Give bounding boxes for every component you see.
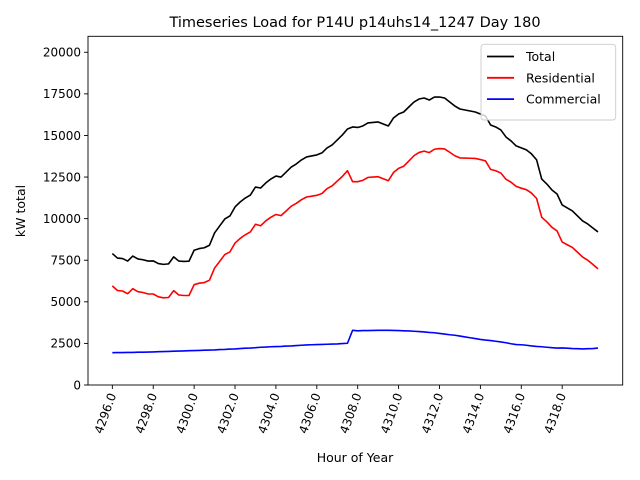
y-tick-label: 17500 <box>43 87 81 101</box>
y-tick-label: 12500 <box>43 170 81 184</box>
y-tick-label: 10000 <box>43 212 81 226</box>
y-tick-label: 15000 <box>43 129 81 143</box>
legend: Total Residential Commercial <box>480 43 617 121</box>
x-tick-label: 4314.0 <box>460 391 488 435</box>
y-tick-label: 7500 <box>50 254 81 268</box>
legend-label: Residential <box>526 70 595 85</box>
y-axis-label: kW total <box>13 185 28 237</box>
x-axis-label: Hour of Year <box>317 450 394 465</box>
series-line-total <box>111 96 599 266</box>
x-tick-label: 4296.0 <box>92 391 120 435</box>
y-tick-label: 2500 <box>50 337 81 351</box>
y-tick-label: 20000 <box>43 46 81 60</box>
x-tick-label: 4300.0 <box>173 391 201 435</box>
series-line-commercial <box>112 329 599 354</box>
legend-box <box>480 43 617 121</box>
x-tick-label: 4304.0 <box>255 391 283 435</box>
legend-label: Total <box>525 49 555 64</box>
series-line-residential <box>111 147 599 299</box>
axes-frame <box>87 35 624 386</box>
x-tick-label: 4308.0 <box>337 391 365 435</box>
y-tick-label: 5000 <box>50 295 81 309</box>
x-tick-label: 4312.0 <box>419 391 447 435</box>
x-tick-label: 4310.0 <box>378 391 406 435</box>
x-tick-label: 4298.0 <box>133 391 161 435</box>
plot-area <box>111 96 599 354</box>
x-tick-label: 4306.0 <box>296 391 324 435</box>
x-tick-label: 4318.0 <box>541 391 569 435</box>
y-tick-label: 0 <box>73 378 81 392</box>
chart-title: Timeseries Load for P14U p14uhs14_1247 D… <box>168 15 540 31</box>
legend-label: Commercial <box>526 92 601 107</box>
x-tick-label: 4302.0 <box>214 391 242 435</box>
x-tick-label: 4316.0 <box>501 391 529 435</box>
